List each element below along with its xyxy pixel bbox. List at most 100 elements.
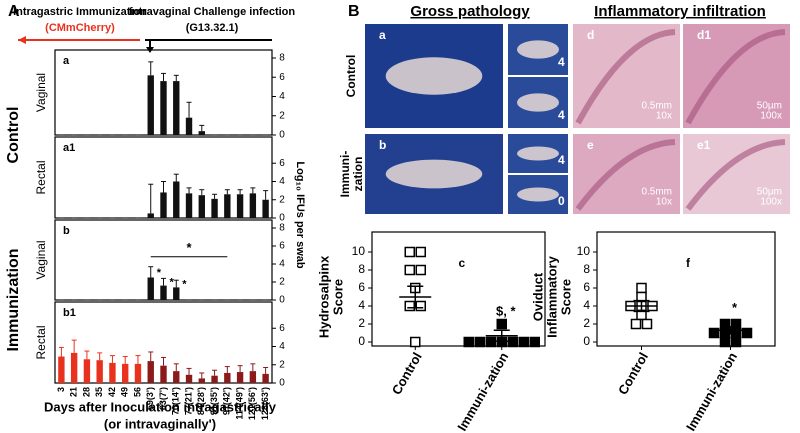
bar xyxy=(83,359,91,383)
tissue xyxy=(517,146,559,161)
bar xyxy=(70,352,78,383)
scale-text: 10x xyxy=(656,197,672,208)
x-tick-label: 77(21') xyxy=(183,387,193,415)
y-tick-label: 6 xyxy=(279,323,285,334)
photo xyxy=(573,24,680,128)
tissue xyxy=(575,139,676,211)
x-tick-label: 35 xyxy=(94,387,104,397)
bar xyxy=(147,213,154,218)
y-tick-label: 4 xyxy=(279,176,285,187)
point xyxy=(415,264,426,276)
x-tick-label: 70(14') xyxy=(171,387,181,415)
header: (G13.32.1) xyxy=(186,22,239,34)
x-tick-label: 3 xyxy=(56,387,66,392)
x-tick-label: 42 xyxy=(107,387,117,397)
scale-text: 50µm xyxy=(757,101,782,112)
subplot-title: b xyxy=(63,225,70,237)
y-tick-label: 6 xyxy=(279,241,285,252)
x-title: (or intravaginally') xyxy=(104,416,216,431)
scale-text: 50µm xyxy=(757,187,782,198)
bar xyxy=(198,378,205,383)
bar xyxy=(160,285,167,300)
y-tick-label: 6 xyxy=(279,72,285,83)
y-tick-label: 8 xyxy=(358,262,365,276)
panel-label: A xyxy=(8,3,20,20)
row-label: Rectal xyxy=(34,160,48,194)
y-tick-label: 10 xyxy=(577,244,591,258)
x-tick-label: Immuni-zation xyxy=(683,350,740,433)
point xyxy=(474,336,485,348)
y-tick-label: 0 xyxy=(358,334,365,348)
y-tick-label: 2 xyxy=(358,316,365,330)
row-label: Vaginal xyxy=(34,73,48,112)
x-tick-label: Immuni-zation xyxy=(454,350,511,433)
y-tick-label: 2 xyxy=(279,194,285,205)
bar xyxy=(160,192,167,218)
bar xyxy=(185,193,193,218)
y-axis-title: Score xyxy=(558,279,573,315)
row-label: Immuni- xyxy=(338,151,352,198)
y-tick-label: 0 xyxy=(583,334,590,348)
panel-title: Gross pathology xyxy=(410,3,530,20)
bar xyxy=(147,277,154,300)
bar xyxy=(249,371,257,383)
photo xyxy=(683,134,790,214)
x-tick-label: Control xyxy=(615,350,651,398)
bar xyxy=(160,365,167,383)
subplot-title: a1 xyxy=(63,142,75,154)
tissue xyxy=(685,139,786,211)
point xyxy=(415,246,426,258)
row-label: Vaginal xyxy=(34,240,48,279)
x-tick-label: Control xyxy=(389,350,425,398)
y-tick-label: 4 xyxy=(279,91,285,102)
row-label: zation xyxy=(351,157,365,192)
significance: * xyxy=(186,240,192,255)
bar xyxy=(198,131,205,135)
y-tick-label: 6 xyxy=(279,158,285,169)
bar xyxy=(236,194,244,218)
x-tick-label: 21 xyxy=(69,387,79,397)
point xyxy=(404,300,415,312)
y-tick-label: 10 xyxy=(352,244,366,258)
point xyxy=(641,318,653,330)
photo-label: 0 xyxy=(558,194,565,208)
subplot-title: c xyxy=(459,256,466,270)
point xyxy=(518,336,529,348)
x-tick-label: 28 xyxy=(81,387,91,397)
x-tick-label: 128(63') xyxy=(260,387,270,420)
photo-label: d1 xyxy=(697,28,711,42)
x-tick-label: 59(3') xyxy=(145,387,155,410)
x-tick-label: 121(56') xyxy=(247,387,257,420)
bar xyxy=(134,363,142,383)
x-tick-label: 49 xyxy=(120,387,130,397)
photo-label: 4 xyxy=(558,55,565,69)
y-tick-label: 2 xyxy=(583,316,590,330)
panel-label: B xyxy=(348,3,360,20)
y-tick-label: 6 xyxy=(358,280,365,294)
plot-frame xyxy=(596,231,776,347)
bar xyxy=(211,375,218,383)
header: (CMmCherry) xyxy=(45,22,115,34)
bar xyxy=(147,75,154,135)
bar xyxy=(122,363,129,383)
significance: * xyxy=(182,278,187,290)
significance: * xyxy=(157,267,162,279)
tissue xyxy=(517,93,559,112)
bar xyxy=(224,194,231,218)
x-tick-label: 91(35') xyxy=(209,387,219,415)
bar xyxy=(147,361,154,383)
point xyxy=(463,336,474,348)
row-label: Rectal xyxy=(34,325,48,359)
y-tick-label: 8 xyxy=(279,223,285,234)
scale-text: 100x xyxy=(760,111,782,122)
header: Intravaginal Challenge infection xyxy=(129,6,296,18)
subplot-title: f xyxy=(686,256,691,270)
subplot-title: b1 xyxy=(63,307,76,319)
bar xyxy=(58,356,65,383)
tissue xyxy=(575,29,676,125)
bar xyxy=(185,117,193,135)
y-tick-label: 0 xyxy=(279,378,285,389)
photo xyxy=(683,24,790,128)
header: Intragastric Immunization xyxy=(13,6,147,18)
bar xyxy=(173,181,180,218)
